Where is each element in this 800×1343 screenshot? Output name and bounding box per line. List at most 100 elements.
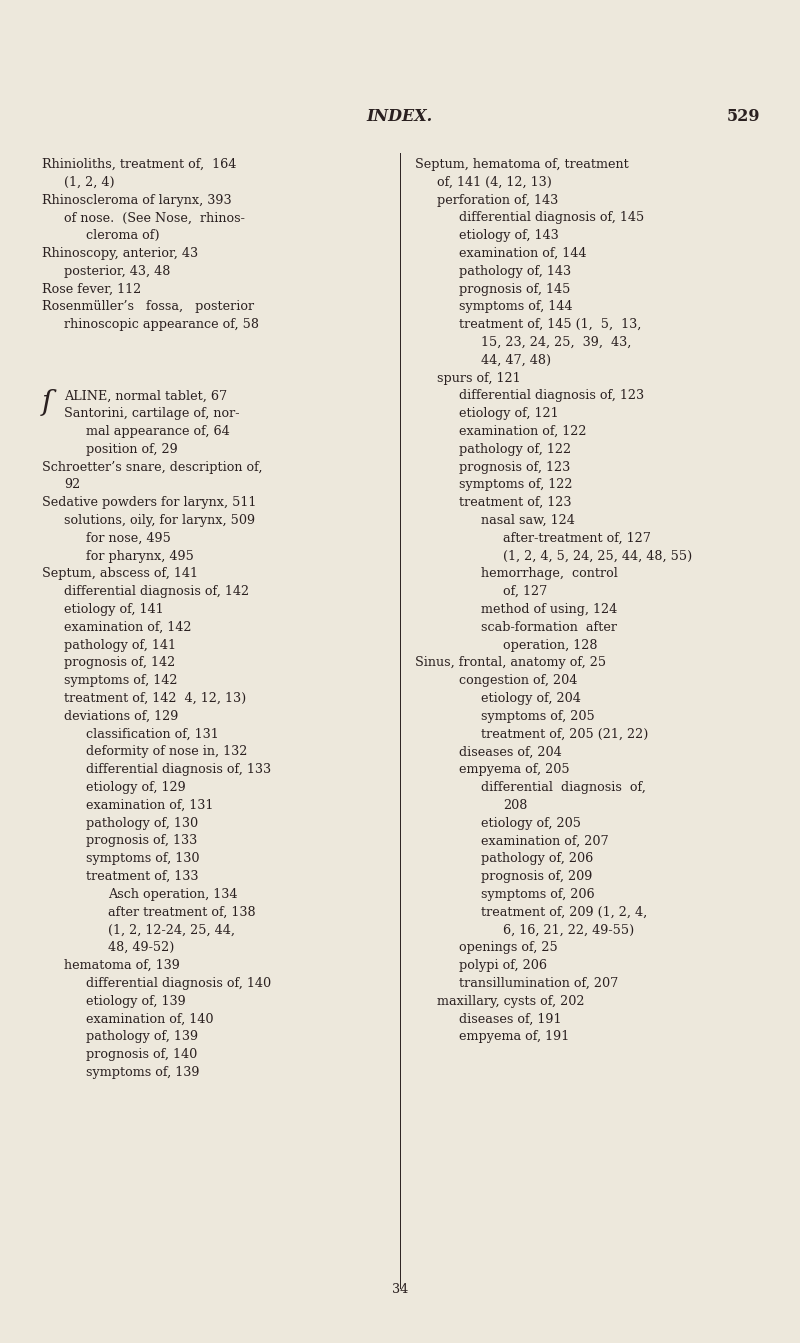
Text: deformity of nose in, 132: deformity of nose in, 132 [86, 745, 247, 759]
Text: maxillary, cysts of, 202: maxillary, cysts of, 202 [437, 995, 585, 1007]
Text: ALINE, normal tablet, 67: ALINE, normal tablet, 67 [64, 389, 227, 403]
Text: symptoms of, 206: symptoms of, 206 [481, 888, 594, 901]
Text: method of using, 124: method of using, 124 [481, 603, 618, 616]
Text: etiology of, 139: etiology of, 139 [86, 995, 186, 1007]
Text: transillumination of, 207: transillumination of, 207 [459, 976, 618, 990]
Text: pathology of, 141: pathology of, 141 [64, 639, 176, 651]
Text: examination of, 122: examination of, 122 [459, 424, 586, 438]
Text: 529: 529 [726, 107, 760, 125]
Text: prognosis of, 123: prognosis of, 123 [459, 461, 570, 474]
Text: empyema of, 191: empyema of, 191 [459, 1030, 570, 1044]
Text: operation, 128: operation, 128 [503, 639, 598, 651]
Text: pathology of, 130: pathology of, 130 [86, 817, 198, 830]
Text: treatment of, 145 (1,  5,  13,: treatment of, 145 (1, 5, 13, [459, 318, 642, 332]
Text: of, 127: of, 127 [503, 586, 547, 598]
Text: examination of, 207: examination of, 207 [481, 834, 609, 847]
Text: prognosis of, 133: prognosis of, 133 [86, 834, 198, 847]
Text: hemorrhage,  control: hemorrhage, control [481, 567, 618, 580]
Text: etiology of, 143: etiology of, 143 [459, 230, 558, 242]
Text: examination of, 131: examination of, 131 [86, 799, 214, 811]
Text: nasal saw, 124: nasal saw, 124 [481, 514, 575, 526]
Text: Schroetter’s snare, description of,: Schroetter’s snare, description of, [42, 461, 262, 474]
Text: diseases of, 204: diseases of, 204 [459, 745, 562, 759]
Text: treatment of, 209 (1, 2, 4,: treatment of, 209 (1, 2, 4, [481, 905, 647, 919]
Text: Rhinoscleroma of larynx, 393: Rhinoscleroma of larynx, 393 [42, 193, 232, 207]
Text: Septum, hematoma of, treatment: Septum, hematoma of, treatment [415, 158, 629, 171]
Text: etiology of, 141: etiology of, 141 [64, 603, 164, 616]
Text: etiology of, 204: etiology of, 204 [481, 692, 581, 705]
Text: differential diagnosis of, 142: differential diagnosis of, 142 [64, 586, 249, 598]
Text: differential diagnosis of, 145: differential diagnosis of, 145 [459, 211, 644, 224]
Text: etiology of, 121: etiology of, 121 [459, 407, 558, 420]
Text: examination of, 142: examination of, 142 [64, 620, 191, 634]
Text: mal appearance of, 64: mal appearance of, 64 [86, 424, 230, 438]
Text: 6, 16, 21, 22, 49-55): 6, 16, 21, 22, 49-55) [503, 924, 634, 936]
Text: after-treatment of, 127: after-treatment of, 127 [503, 532, 651, 545]
Text: for nose, 495: for nose, 495 [86, 532, 171, 545]
Text: treatment of, 205 (21, 22): treatment of, 205 (21, 22) [481, 728, 648, 740]
Text: 92: 92 [64, 478, 80, 492]
Text: prognosis of, 145: prognosis of, 145 [459, 282, 570, 295]
Text: of, 141 (4, 12, 13): of, 141 (4, 12, 13) [437, 176, 552, 189]
Text: ſ: ſ [42, 389, 52, 416]
Text: symptoms of, 122: symptoms of, 122 [459, 478, 573, 492]
Text: rhinoscopic appearance of, 58: rhinoscopic appearance of, 58 [64, 318, 259, 332]
Text: of nose.  (See Nose,  rhinos-: of nose. (See Nose, rhinos- [64, 211, 245, 224]
Text: examination of, 144: examination of, 144 [459, 247, 586, 261]
Text: treatment of, 133: treatment of, 133 [86, 870, 198, 882]
Text: symptoms of, 130: symptoms of, 130 [86, 853, 199, 865]
Text: prognosis of, 142: prognosis of, 142 [64, 657, 175, 669]
Text: symptoms of, 144: symptoms of, 144 [459, 301, 573, 313]
Text: deviations of, 129: deviations of, 129 [64, 710, 178, 723]
Text: (1, 2, 12-24, 25, 44,: (1, 2, 12-24, 25, 44, [108, 924, 235, 936]
Text: symptoms of, 205: symptoms of, 205 [481, 710, 594, 723]
Text: after treatment of, 138: after treatment of, 138 [108, 905, 256, 919]
Text: Santorini, cartilage of, nor-: Santorini, cartilage of, nor- [64, 407, 239, 420]
Text: polypi of, 206: polypi of, 206 [459, 959, 547, 972]
Text: hematoma of, 139: hematoma of, 139 [64, 959, 180, 972]
Text: 208: 208 [503, 799, 527, 811]
Text: Sinus, frontal, anatomy of, 25: Sinus, frontal, anatomy of, 25 [415, 657, 606, 669]
Text: 34: 34 [392, 1283, 408, 1296]
Text: INDEX.: INDEX. [367, 107, 433, 125]
Text: position of, 29: position of, 29 [86, 443, 178, 455]
Text: classification of, 131: classification of, 131 [86, 728, 218, 740]
Text: differential  diagnosis  of,: differential diagnosis of, [481, 782, 646, 794]
Text: symptoms of, 142: symptoms of, 142 [64, 674, 178, 688]
Text: for pharynx, 495: for pharynx, 495 [86, 549, 194, 563]
Text: cleroma of): cleroma of) [86, 230, 160, 242]
Text: (1, 2, 4, 5, 24, 25, 44, 48, 55): (1, 2, 4, 5, 24, 25, 44, 48, 55) [503, 549, 692, 563]
Text: Rhinioliths, treatment of,  164: Rhinioliths, treatment of, 164 [42, 158, 236, 171]
Text: differential diagnosis of, 133: differential diagnosis of, 133 [86, 763, 271, 776]
Text: diseases of, 191: diseases of, 191 [459, 1013, 562, 1026]
Text: (1, 2, 4): (1, 2, 4) [64, 176, 114, 189]
Text: perforation of, 143: perforation of, 143 [437, 193, 558, 207]
Text: Rhinoscopy, anterior, 43: Rhinoscopy, anterior, 43 [42, 247, 198, 261]
Text: Asch operation, 134: Asch operation, 134 [108, 888, 238, 901]
Text: Rosenmüller’s   fossa,   posterior: Rosenmüller’s fossa, posterior [42, 301, 254, 313]
Text: 44, 47, 48): 44, 47, 48) [481, 353, 551, 367]
Text: scab-formation  after: scab-formation after [481, 620, 617, 634]
Text: symptoms of, 139: symptoms of, 139 [86, 1066, 199, 1078]
Text: pathology of, 143: pathology of, 143 [459, 265, 571, 278]
Text: 15, 23, 24, 25,  39,  43,: 15, 23, 24, 25, 39, 43, [481, 336, 631, 349]
Text: pathology of, 122: pathology of, 122 [459, 443, 571, 455]
Text: solutions, oily, for larynx, 509: solutions, oily, for larynx, 509 [64, 514, 255, 526]
Text: etiology of, 205: etiology of, 205 [481, 817, 581, 830]
Text: Sedative powders for larynx, 511: Sedative powders for larynx, 511 [42, 496, 256, 509]
Text: differential diagnosis of, 123: differential diagnosis of, 123 [459, 389, 644, 403]
Text: empyema of, 205: empyema of, 205 [459, 763, 570, 776]
Text: congestion of, 204: congestion of, 204 [459, 674, 578, 688]
Text: prognosis of, 209: prognosis of, 209 [481, 870, 592, 882]
Text: prognosis of, 140: prognosis of, 140 [86, 1048, 198, 1061]
Text: etiology of, 129: etiology of, 129 [86, 782, 186, 794]
Text: Septum, abscess of, 141: Septum, abscess of, 141 [42, 567, 198, 580]
Text: treatment of, 123: treatment of, 123 [459, 496, 571, 509]
Text: differential diagnosis of, 140: differential diagnosis of, 140 [86, 976, 271, 990]
Text: treatment of, 142  4, 12, 13): treatment of, 142 4, 12, 13) [64, 692, 246, 705]
Text: 48, 49-52): 48, 49-52) [108, 941, 174, 954]
Text: posterior, 43, 48: posterior, 43, 48 [64, 265, 170, 278]
Text: pathology of, 139: pathology of, 139 [86, 1030, 198, 1044]
Text: pathology of, 206: pathology of, 206 [481, 853, 594, 865]
Text: openings of, 25: openings of, 25 [459, 941, 558, 954]
